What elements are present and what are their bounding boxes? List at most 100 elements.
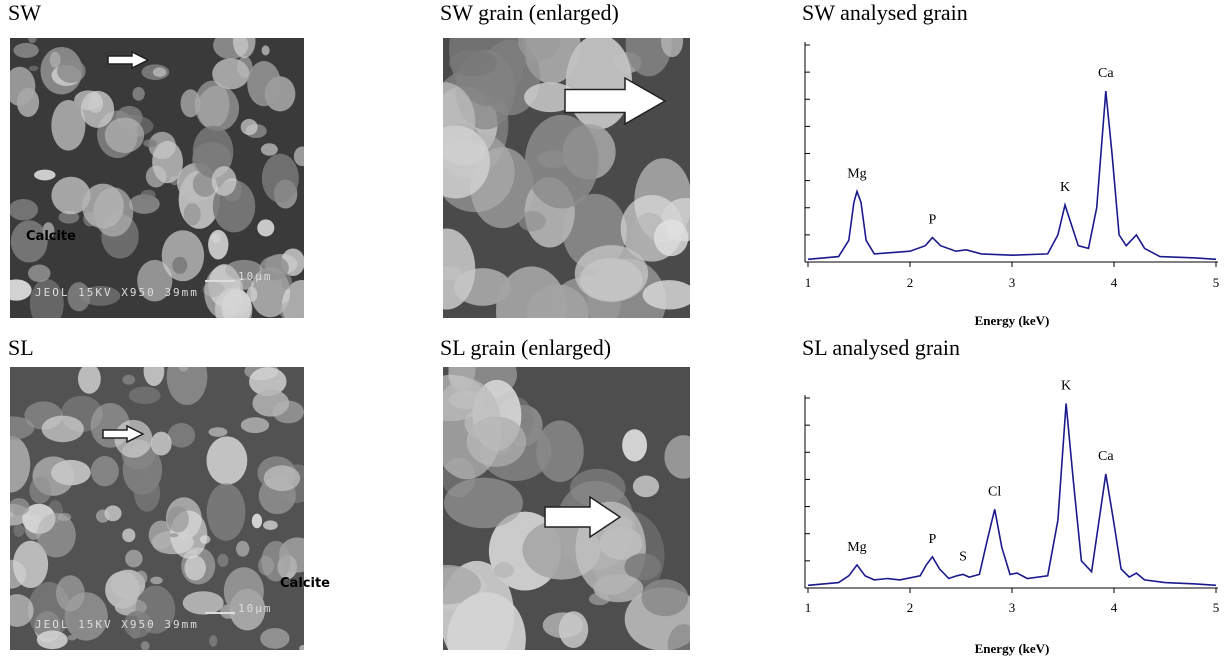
- grain: [579, 258, 643, 301]
- grain: [251, 513, 263, 529]
- grain: [141, 64, 170, 80]
- grain: [206, 483, 246, 541]
- grain: [29, 278, 64, 318]
- grain: [183, 203, 201, 226]
- peak-label: Ca: [1098, 449, 1114, 464]
- grain: [641, 579, 689, 617]
- peak-label: P: [929, 213, 937, 228]
- grain: [524, 82, 577, 113]
- grain: [565, 38, 633, 130]
- grain: [143, 367, 165, 387]
- grain: [125, 549, 143, 568]
- grain: [129, 194, 160, 214]
- grain: [137, 259, 173, 302]
- x-tick-label: 4: [1111, 600, 1118, 615]
- x-tick-label: 1: [805, 275, 812, 290]
- peak-label: K: [1061, 378, 1071, 393]
- sem-texture: [10, 38, 304, 318]
- grain: [240, 417, 270, 434]
- x-tick-label: 2: [907, 275, 914, 290]
- sem-image: Calcite 10μm JEOL 15KV X950 39mm: [10, 367, 330, 650]
- grain: [12, 540, 49, 589]
- grain: [13, 42, 39, 58]
- scale-label: 10μm: [238, 602, 273, 615]
- grain: [625, 38, 672, 77]
- grain: [194, 80, 230, 129]
- spectrum-line: [807, 403, 1217, 587]
- grain: [96, 509, 110, 523]
- grain: [536, 420, 584, 482]
- x-tick-label: 3: [1009, 600, 1016, 615]
- grain: [122, 528, 136, 543]
- calcite-label: Calcite: [280, 576, 330, 591]
- grain: [653, 219, 689, 257]
- grain: [299, 644, 304, 650]
- grain: [569, 468, 626, 508]
- grain: [240, 118, 258, 136]
- sem-texture: [443, 38, 690, 318]
- grain: [443, 564, 481, 605]
- grain: [208, 427, 228, 437]
- grain: [148, 520, 174, 550]
- grain: [518, 38, 561, 61]
- grain: [10, 66, 36, 106]
- grain: [55, 575, 85, 612]
- grain: [134, 473, 161, 512]
- grain: [214, 287, 253, 318]
- grain: [247, 61, 281, 107]
- grain: [524, 114, 599, 209]
- grain: [41, 415, 84, 443]
- grain: [260, 143, 278, 156]
- grain: [140, 641, 150, 650]
- sem-image: [443, 38, 690, 318]
- grain: [208, 229, 229, 260]
- grain: [249, 367, 287, 396]
- grain: [28, 65, 39, 72]
- spectrum-line: [807, 91, 1217, 261]
- grain: [493, 562, 514, 578]
- grain: [78, 367, 101, 394]
- grain: [135, 570, 148, 585]
- peak-label: Ca: [1098, 66, 1114, 81]
- grain: [454, 268, 512, 306]
- grain: [51, 459, 91, 486]
- sem-texture: [10, 367, 304, 650]
- grain: [260, 627, 290, 649]
- grain: [90, 456, 119, 487]
- grain: [443, 378, 502, 480]
- peak-label: S: [959, 549, 967, 564]
- grain: [250, 267, 291, 318]
- panel-title: SW: [8, 0, 41, 25]
- grain: [10, 220, 48, 263]
- grain: [518, 211, 546, 232]
- grain: [67, 282, 91, 312]
- grain: [132, 87, 145, 101]
- grain: [495, 266, 568, 318]
- grain: [10, 594, 34, 627]
- grain: [225, 259, 263, 281]
- grain: [36, 512, 76, 558]
- sem-texture: [443, 367, 690, 650]
- grain: [105, 571, 140, 609]
- grain: [622, 429, 648, 462]
- grain: [27, 264, 51, 282]
- grain: [80, 90, 115, 128]
- grain: [51, 99, 86, 151]
- grain: [558, 611, 589, 648]
- grain: [150, 576, 163, 585]
- grain: [161, 230, 205, 282]
- grain: [167, 423, 196, 448]
- peak-label: P: [929, 532, 937, 547]
- grain: [217, 553, 229, 567]
- grain: [624, 553, 662, 581]
- grain: [209, 635, 218, 647]
- grain: [632, 475, 660, 498]
- grain: [293, 146, 304, 167]
- arrow: [107, 50, 150, 70]
- grain: [443, 125, 490, 199]
- grain: [34, 169, 56, 181]
- grain: [259, 255, 289, 281]
- grain: [261, 540, 291, 582]
- grain: [140, 189, 156, 200]
